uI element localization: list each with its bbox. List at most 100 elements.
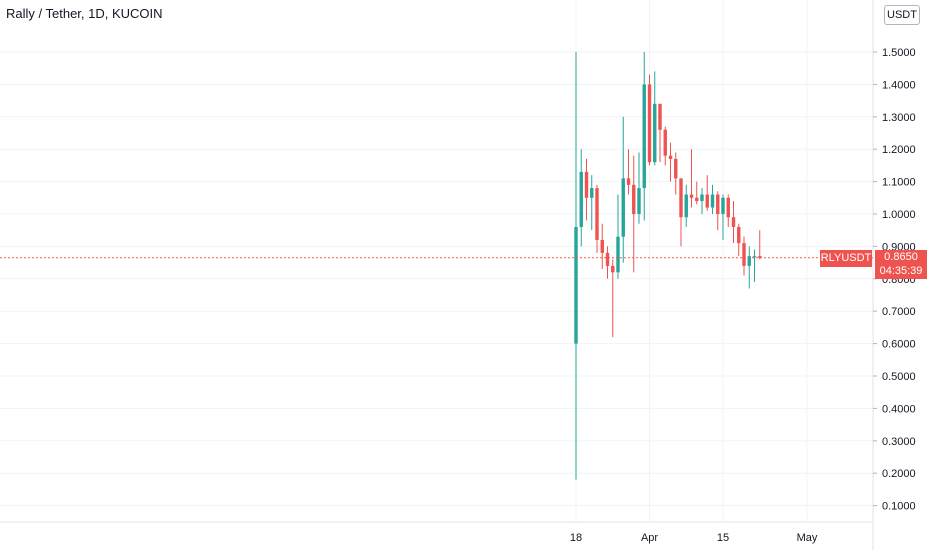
candle	[679, 178, 683, 247]
candle	[710, 184, 715, 214]
price-tick-label: 1.4000	[882, 79, 916, 91]
candle-body	[626, 178, 631, 185]
candle	[668, 142, 673, 182]
bar-countdown: 04:35:39	[879, 265, 923, 277]
candle-body	[758, 256, 762, 258]
candle	[726, 194, 730, 227]
candle	[716, 191, 720, 231]
candle-body	[689, 194, 694, 198]
candle-body	[632, 184, 636, 214]
time-axis: 18 Apr 15 May	[570, 532, 818, 544]
last-price-value: 0.8650	[884, 251, 918, 263]
candle	[695, 181, 699, 205]
candle	[611, 259, 615, 338]
candle	[758, 230, 762, 260]
candle-body	[579, 171, 583, 227]
candle-body	[710, 194, 715, 208]
price-tick-label: 0.1000	[882, 501, 916, 513]
candle	[632, 155, 636, 273]
currency-button[interactable]: USDT	[884, 5, 920, 25]
candle	[584, 158, 589, 221]
candle-body	[616, 236, 620, 273]
candle	[700, 188, 704, 214]
candle-body	[721, 197, 725, 214]
price-tick-label: 0.5000	[882, 371, 916, 383]
candle	[574, 52, 578, 480]
candle-body	[726, 197, 730, 218]
candle	[737, 223, 741, 257]
price-tick-label: 0.7000	[882, 306, 916, 318]
candle-body	[742, 243, 746, 266]
candle	[742, 236, 746, 276]
candle-body	[716, 194, 720, 214]
time-tick-label: May	[797, 532, 818, 544]
candle-body	[679, 178, 683, 218]
candle	[595, 184, 599, 253]
candle-body	[705, 194, 709, 208]
candle-body	[600, 239, 604, 253]
chart-title: Rally / Tether, 1D, KUCOIN	[6, 6, 163, 21]
candle	[626, 149, 631, 195]
price-axis: 0.1000 0.2000 0.3000 0.4000 0.5000 0.6000 0.70…	[873, 47, 916, 513]
candle	[684, 184, 688, 227]
candle-body	[647, 84, 652, 163]
candle	[616, 194, 620, 279]
candlestick-series	[574, 52, 762, 480]
price-tick-label: 1.1000	[882, 177, 916, 189]
candle-body	[611, 265, 615, 273]
candle	[642, 52, 646, 221]
price-tick-label: 1.2000	[882, 144, 916, 156]
price-tick-label: 1.0000	[882, 209, 916, 221]
candle-body	[621, 178, 625, 237]
candle-body	[747, 256, 751, 266]
candle-body	[731, 217, 736, 227]
candle	[658, 103, 662, 163]
price-tick-label: 0.3000	[882, 436, 916, 448]
price-tick-label: 1.3000	[882, 112, 916, 124]
candle	[605, 246, 610, 279]
candle	[752, 249, 757, 283]
candle-body	[752, 256, 757, 258]
candle	[747, 246, 751, 289]
candle-body	[737, 226, 741, 244]
candle	[731, 201, 736, 244]
candle-body	[584, 171, 589, 198]
candle	[663, 126, 667, 166]
price-tick-label: 0.4000	[882, 403, 916, 415]
candle	[637, 152, 641, 224]
candle-body	[590, 188, 594, 198]
candle-body	[637, 188, 641, 214]
price-tick-label: 0.6000	[882, 339, 916, 351]
candle-body	[605, 252, 610, 266]
candle	[721, 194, 725, 240]
candle-body	[574, 226, 578, 344]
candle-body	[674, 158, 678, 179]
chart-grid	[0, 0, 873, 522]
price-tick-label: 0.2000	[882, 468, 916, 480]
candle	[590, 175, 594, 231]
candle-body	[684, 194, 688, 218]
candle-body	[595, 188, 599, 240]
candle	[600, 223, 604, 270]
candle-body	[663, 129, 667, 156]
price-tick-label: 1.5000	[882, 47, 916, 59]
candle	[579, 149, 583, 247]
candle-body	[700, 194, 704, 202]
candle-body	[668, 155, 673, 159]
candle	[689, 149, 694, 208]
candle-body	[695, 197, 699, 202]
candle	[653, 71, 657, 166]
candle	[705, 175, 709, 211]
time-tick-label: 15	[717, 532, 729, 544]
time-tick-label: Apr	[641, 532, 658, 544]
candle-body	[658, 103, 662, 130]
time-tick-label: 18	[570, 532, 582, 544]
candle	[674, 152, 678, 195]
last-price-badge: 0.8650 04:35:39	[875, 250, 927, 279]
candle	[647, 74, 652, 166]
candle	[621, 116, 625, 263]
symbol-price-label: RLYUSDT	[820, 250, 872, 267]
candle-body	[653, 103, 657, 163]
candle-body	[642, 84, 646, 189]
